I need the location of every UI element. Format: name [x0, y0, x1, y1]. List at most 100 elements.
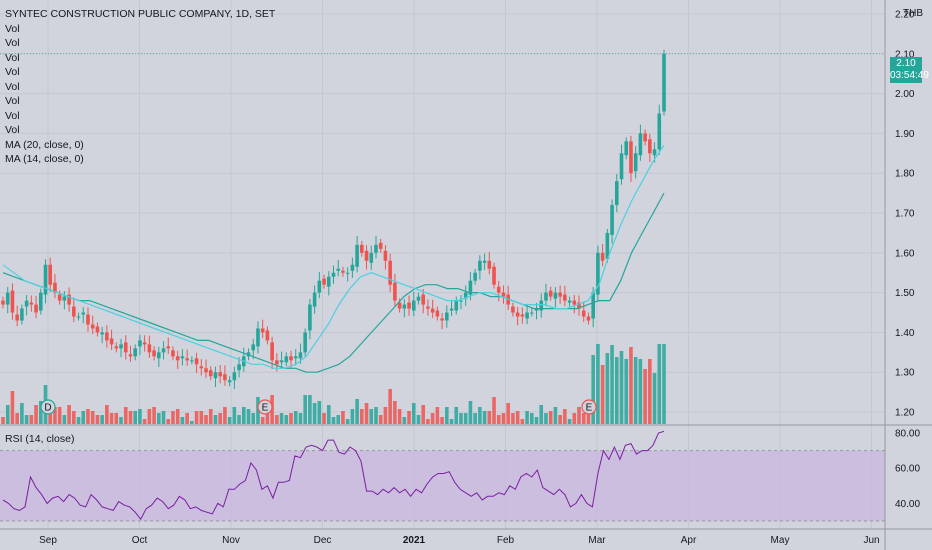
- candle-body: [171, 350, 175, 357]
- volume-bar: [90, 411, 95, 424]
- candle-body: [293, 356, 298, 359]
- candle-body: [284, 356, 289, 363]
- volume-bar: [128, 411, 133, 424]
- price-tick-label: 1.90: [895, 129, 915, 140]
- candle-body: [86, 314, 90, 325]
- volume-bar: [364, 403, 369, 424]
- volume-bar: [614, 357, 619, 424]
- volume-bar: [241, 407, 246, 424]
- volume-bar: [567, 419, 572, 424]
- candle-body: [605, 232, 610, 259]
- candle-body: [15, 314, 19, 321]
- candle-body: [360, 244, 364, 253]
- candle-body: [563, 294, 567, 301]
- candle-body: [194, 358, 199, 365]
- vol-label: Vol: [5, 22, 20, 35]
- candlesticks: [1, 49, 666, 389]
- volume-bar: [86, 409, 90, 424]
- candle-body: [185, 358, 189, 361]
- last-price-value: 2.10: [896, 58, 916, 69]
- volume-bar: [308, 395, 312, 424]
- time-axis-label: Dec: [314, 535, 332, 546]
- vol-label: Vol: [5, 37, 20, 49]
- ma20-line: [2, 192, 665, 373]
- volume-bar: [539, 405, 544, 424]
- volume-bar: [662, 344, 666, 424]
- candle-body: [270, 342, 274, 361]
- candle-body: [388, 260, 392, 285]
- volume-bar: [478, 407, 482, 424]
- volume-bar: [24, 415, 29, 424]
- candle-body: [633, 153, 638, 172]
- volume-bar: [652, 373, 657, 424]
- candle-body: [411, 300, 416, 311]
- candle-body: [567, 300, 572, 303]
- candle-body: [473, 272, 477, 281]
- candle-body: [326, 276, 331, 287]
- volume-bar: [416, 415, 421, 424]
- volume-bar: [388, 389, 392, 424]
- rsi-tick-label: 60.00: [895, 464, 920, 475]
- candle-body: [548, 290, 553, 297]
- volume-bar: [336, 415, 341, 424]
- candle-body: [482, 260, 487, 263]
- candle-body: [119, 344, 123, 349]
- vol-label: Vol: [5, 109, 20, 122]
- volume-bar: [138, 409, 142, 424]
- candle-body: [161, 348, 166, 353]
- symbol-title: SYNTEC CONSTRUCTION PUBLIC COMPANY, 1D, …: [5, 8, 276, 20]
- volume-bar: [369, 409, 374, 424]
- candle-body: [53, 282, 57, 293]
- volume-bar: [591, 355, 595, 424]
- candle-body: [610, 205, 614, 235]
- event-marker-label: E: [586, 403, 593, 414]
- candle-body: [303, 332, 307, 353]
- candle-body: [180, 356, 185, 359]
- candle-body: [459, 300, 463, 302]
- vol-label: Vol: [5, 66, 20, 78]
- candle-body: [355, 244, 359, 267]
- volume-bar: [105, 405, 109, 424]
- volume-bar: [657, 344, 662, 424]
- candle-body: [652, 149, 657, 156]
- currency-label: THB: [903, 8, 923, 19]
- candle-body: [449, 308, 454, 311]
- candle-body: [237, 364, 241, 371]
- countdown-timer: 03:54:49: [890, 70, 929, 81]
- candle-body: [345, 272, 350, 274]
- candle-body: [218, 372, 222, 377]
- candle-body: [341, 270, 345, 273]
- candle-body: [558, 292, 562, 297]
- vol-label: Vol: [5, 124, 20, 136]
- volume-bar: [62, 415, 67, 424]
- candle-body: [454, 300, 459, 311]
- volume-bar: [303, 395, 307, 424]
- volume-bar: [520, 419, 525, 424]
- volume-bar: [34, 405, 38, 424]
- rsi-polyline: [2, 430, 665, 521]
- candle-body: [260, 328, 265, 333]
- volume-bar: [463, 413, 468, 424]
- volume-bar: [525, 411, 529, 424]
- candle-body: [614, 181, 619, 206]
- rsi-title: RSI (14, close): [5, 433, 75, 445]
- candle-body: [520, 314, 525, 317]
- volume-bar: [223, 407, 227, 424]
- candle-body: [223, 374, 227, 381]
- volume-bar: [53, 407, 57, 424]
- candle-body: [629, 141, 633, 174]
- volume-bar: [171, 411, 175, 424]
- volume-bar: [487, 411, 492, 424]
- volume-bar: [563, 409, 567, 424]
- volume-bar: [355, 399, 359, 424]
- volume-bar: [624, 359, 629, 424]
- candle-body: [445, 312, 449, 321]
- candle-body: [213, 372, 218, 379]
- volume-bar: [407, 411, 411, 424]
- volume-bar: [586, 411, 591, 424]
- volume-bar: [185, 413, 189, 424]
- candle-body: [133, 348, 137, 357]
- candle-body: [175, 356, 180, 361]
